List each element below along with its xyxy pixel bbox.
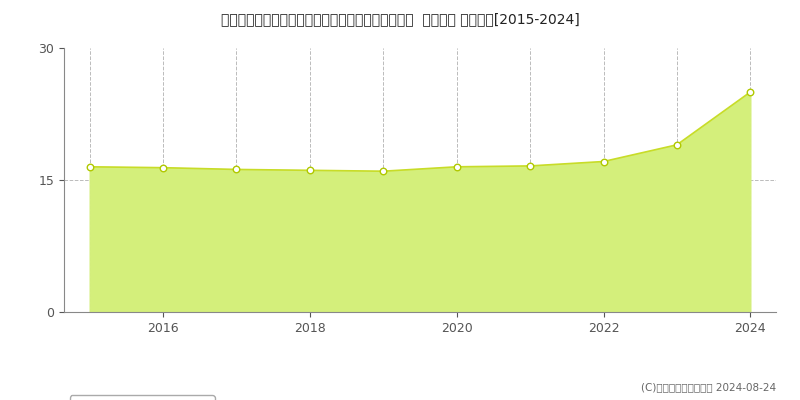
Point xyxy=(377,168,390,174)
Legend: 地価公示 平均坪単価(万円/坪): 地価公示 平均坪単価(万円/坪) xyxy=(70,395,214,400)
Point xyxy=(157,164,170,171)
Point xyxy=(670,142,683,148)
Point xyxy=(597,158,610,165)
Text: (C)土地価格ドットコム 2024-08-24: (C)土地価格ドットコム 2024-08-24 xyxy=(641,382,776,392)
Point xyxy=(450,164,463,170)
Point xyxy=(744,89,757,95)
Point xyxy=(303,167,316,174)
Point xyxy=(83,164,96,170)
Text: 北海道札幌市西区宮の沢３条５丁目４８７番１４６  地価公示 地価推移[2015-2024]: 北海道札幌市西区宮の沢３条５丁目４８７番１４６ 地価公示 地価推移[2015-2… xyxy=(221,12,579,26)
Point xyxy=(524,163,537,169)
Point xyxy=(230,166,243,173)
